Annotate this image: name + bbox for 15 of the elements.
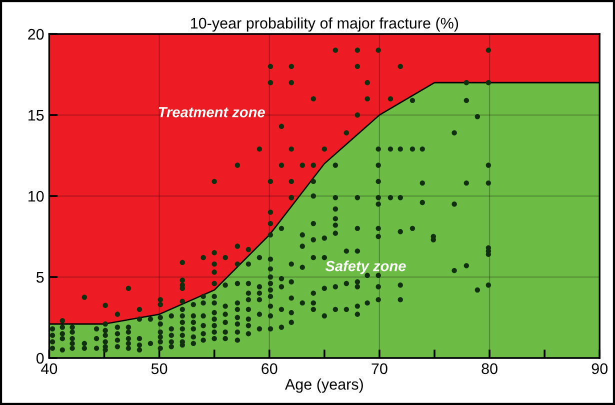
x-tick-label: 70	[372, 363, 388, 374]
x-tick-label: 60	[262, 363, 278, 374]
y-tick-label: 5	[36, 272, 44, 283]
y-tick-label: 0	[36, 352, 44, 364]
x-tick-label: 50	[151, 363, 168, 374]
x-axis-title: Age (years)	[284, 378, 363, 393]
y-tick-label: 10	[28, 190, 44, 202]
x-tick-label: 80	[482, 363, 498, 374]
x-tick-label: 90	[592, 363, 608, 374]
chart-title: 10-year probability of major fracture (%)	[191, 17, 458, 32]
y-tick-label: 20	[28, 28, 44, 40]
annotation: Treatment zone	[158, 107, 265, 118]
annotation: Safety zone	[325, 260, 406, 274]
y-tick-label: 15	[28, 110, 44, 121]
x-tick-label: 40	[41, 363, 58, 374]
